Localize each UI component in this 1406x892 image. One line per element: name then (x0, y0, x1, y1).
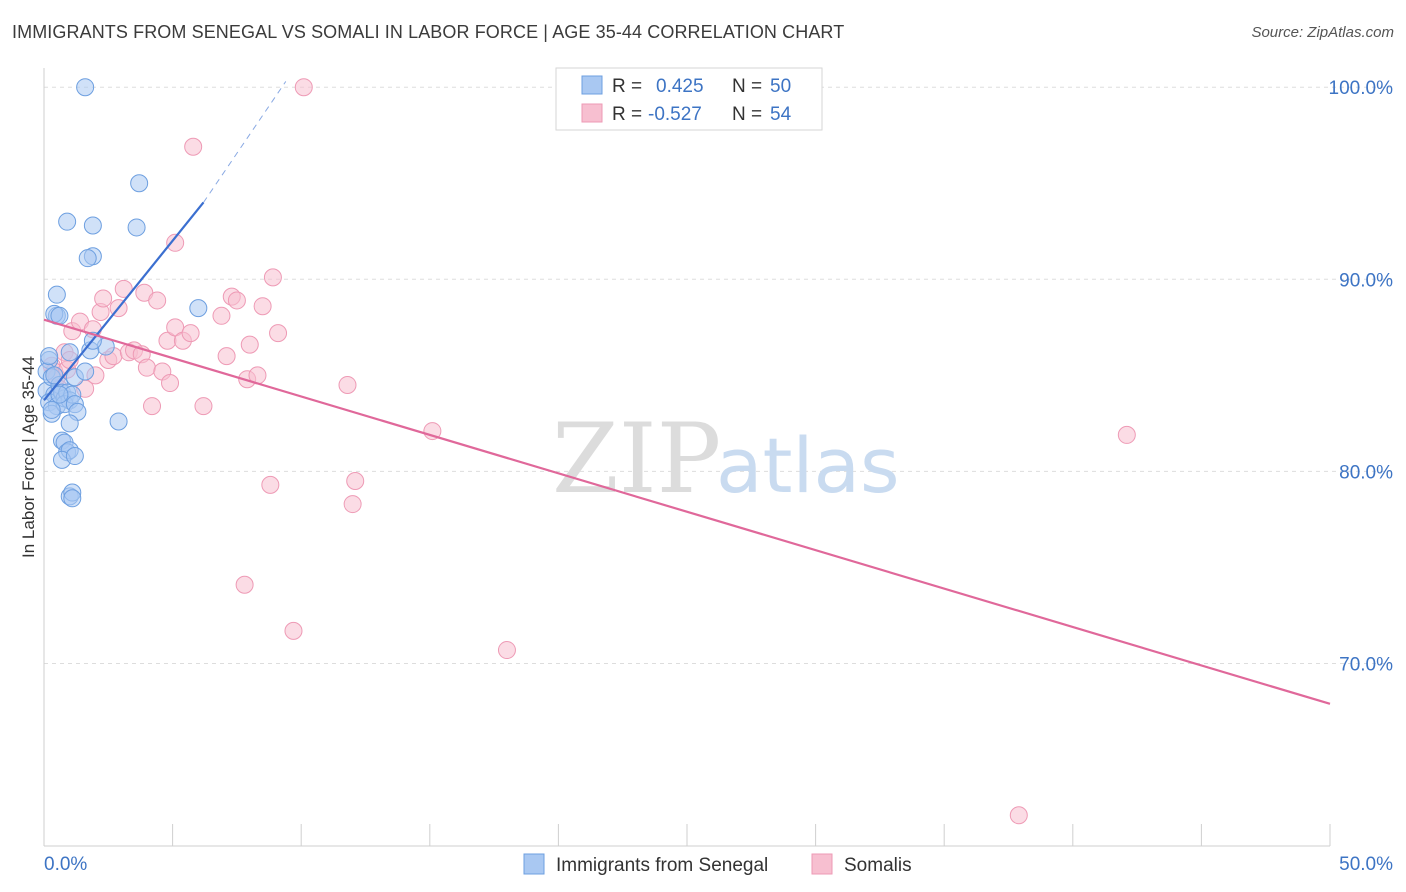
senegal-point (83, 216, 102, 235)
somali-point (181, 324, 200, 343)
somali-point (143, 397, 162, 416)
y-axis-label: In Labor Force | Age 35-44 (19, 356, 38, 558)
senegal-trend-extension (203, 81, 287, 203)
legend-r-label-senegal: R = (612, 76, 642, 97)
somali-point (343, 495, 362, 514)
legend-box: R = 0.425 N = 50 R = -0.527 N = 54 (555, 67, 823, 131)
somali-trend-line (43, 318, 1331, 705)
legend-n-value-somali: 54 (770, 104, 792, 125)
somali-point (227, 291, 246, 310)
somali-point (269, 324, 288, 343)
somali-point (137, 358, 156, 377)
x-tick-label-min: 0.0% (44, 854, 87, 875)
somali-point (284, 621, 303, 640)
bottom-legend-label-somali: Somalis (844, 855, 912, 876)
somali-point (166, 233, 185, 252)
somali-point (497, 641, 516, 660)
senegal-points (37, 78, 208, 508)
watermark-zip: ZIP (552, 403, 721, 515)
bottom-legend-swatch-somali (811, 853, 833, 875)
senegal-point (189, 299, 208, 318)
x-tick-label-max: 50.0% (1339, 854, 1393, 875)
x-ticks (43, 824, 1331, 846)
somali-point (263, 268, 282, 287)
somali-point (294, 78, 313, 97)
senegal-point (76, 362, 95, 381)
somali-point (338, 375, 357, 394)
somali-point (217, 347, 236, 366)
somali-point (240, 335, 259, 354)
legend-r-label-somali: R = (612, 104, 642, 125)
senegal-point (60, 414, 79, 433)
senegal-point (50, 385, 69, 404)
chart-source: Source: ZipAtlas.com (1251, 24, 1394, 41)
senegal-point (47, 285, 66, 304)
somali-point (161, 374, 180, 393)
legend-swatch-senegal (581, 75, 603, 95)
senegal-point (76, 78, 95, 97)
somali-point (94, 289, 113, 308)
y-tick-label: 90.0% (1339, 270, 1393, 291)
y-tick-label: 100.0% (1329, 78, 1394, 99)
somali-point (212, 306, 231, 325)
bottom-legend-swatch-senegal (523, 853, 545, 875)
senegal-point (60, 343, 79, 362)
y-tick-labels: 70.0% 80.0% 90.0% 100.0% (1329, 78, 1394, 675)
bottom-legend: Immigrants from Senegal Somalis (523, 853, 912, 876)
watermark-atlas: atlas (716, 421, 900, 510)
chart-title: IMMIGRANTS FROM SENEGAL VS SOMALI IN LAB… (12, 22, 845, 42)
somali-point (114, 279, 133, 298)
somali-point (235, 575, 254, 594)
legend-n-label-somali: N = (732, 104, 762, 125)
watermark: ZIP atlas (552, 403, 900, 515)
somali-point (194, 397, 213, 416)
somali-point (346, 472, 365, 491)
somali-point (261, 475, 280, 494)
senegal-point (58, 212, 77, 231)
legend-swatch-somali (581, 103, 603, 123)
senegal-point (65, 447, 84, 466)
senegal-trend-line (43, 201, 205, 402)
somali-point (184, 137, 203, 156)
somali-point (1009, 806, 1028, 825)
somali-point (166, 318, 185, 337)
somali-point (1117, 425, 1136, 444)
senegal-point (42, 400, 61, 419)
senegal-point (130, 174, 149, 193)
legend-n-value-senegal: 50 (770, 76, 791, 97)
senegal-point (109, 412, 128, 431)
bottom-legend-label-senegal: Immigrants from Senegal (556, 855, 768, 876)
axes (43, 68, 1331, 847)
trend-lines (43, 81, 1331, 705)
legend-r-value-somali: -0.527 (648, 104, 702, 125)
y-tick-label: 80.0% (1339, 462, 1393, 483)
legend-r-value-senegal: 0.425 (656, 76, 704, 97)
x-tick-labels: 0.0% 50.0% (44, 854, 1393, 875)
y-tick-label: 70.0% (1339, 655, 1393, 676)
senegal-point (127, 218, 146, 237)
senegal-point (78, 249, 97, 268)
somali-point (148, 291, 167, 310)
senegal-point (40, 347, 59, 366)
legend-n-label-senegal: N = (732, 76, 762, 97)
somali-point (253, 297, 272, 316)
senegal-point (63, 489, 82, 508)
